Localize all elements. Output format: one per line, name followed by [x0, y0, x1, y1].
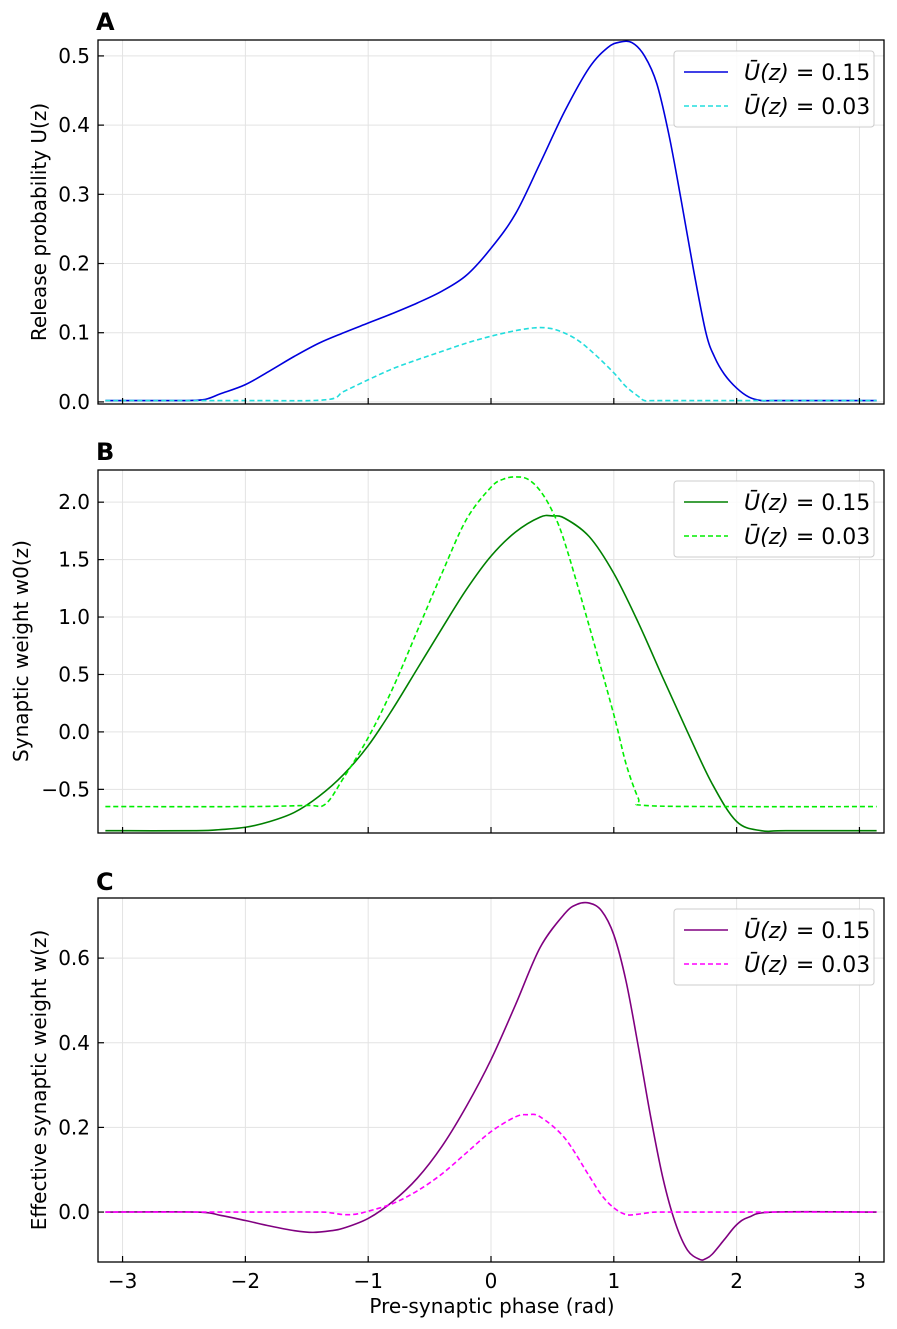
x-tick-label: 3 — [853, 1269, 866, 1293]
panel-c: C 0.0 0.2 0.4 0.6 −3 −2 −1 0 1 2 3 Effective syna… — [27, 868, 885, 1293]
panel-c-y-tick-label: 0.2 — [58, 1115, 90, 1139]
panel-b-legend-solid-label: Ū(z) = 0.15 — [744, 490, 870, 516]
panel-c-y-tick-label: 0.0 — [58, 1200, 90, 1224]
x-tick-label: −3 — [108, 1269, 137, 1293]
panel-a-y-tick-label: 0.0 — [58, 390, 90, 414]
panel-a-x-ticks — [121, 398, 861, 404]
panel-a-legend[interactable]: Ū(z) = 0.15 Ū(z) = 0.03 — [673, 50, 875, 128]
panel-a-series-u015-line — [105, 40, 877, 402]
panel-b-letter: B — [96, 438, 114, 466]
panel-b-y-tick-label: −0.5 — [41, 777, 90, 801]
x-tick-label: 1 — [607, 1269, 620, 1293]
x-tick-label: −1 — [353, 1269, 382, 1293]
panel-c-series-u015-line — [105, 901, 877, 1261]
panel-b-legend-dashed-label: Ū(z) = 0.03 — [744, 524, 870, 550]
panel-a-legend-box — [673, 50, 875, 128]
panel-a-y-tick-label: 0.4 — [58, 113, 90, 137]
x-tick-label: 0 — [485, 1269, 498, 1293]
panel-a-legend-dashed-label: Ū(z) = 0.03 — [744, 94, 870, 120]
panel-b-legend-box — [673, 480, 875, 558]
panel-b-y-tick-label: 0.5 — [58, 662, 90, 686]
panel-a-y-tick-label: 0.5 — [58, 44, 90, 68]
panel-c-y-tick-label: 0.4 — [58, 1031, 90, 1055]
panel-b-y-ticks: −0.5 0.0 0.5 1.0 1.5 2.0 — [41, 490, 104, 801]
panel-a-legend-solid-label: Ū(z) = 0.15 — [744, 60, 870, 86]
panel-b-series-u003-line — [105, 476, 877, 808]
panel-c-legend-box — [673, 908, 875, 986]
panel-c-legend-dashed-label: Ū(z) = 0.03 — [744, 952, 870, 978]
panel-c-legend[interactable]: Ū(z) = 0.15 Ū(z) = 0.03 — [673, 908, 875, 986]
panel-a-series — [105, 40, 877, 402]
panel-b-x-ticks — [121, 827, 861, 833]
panel-a-series-u003-line — [105, 326, 877, 402]
panel-b: B −0.5 0.0 0.5 1.0 1.5 2.0 Synaptic weight w0… — [9, 438, 885, 834]
panel-c-x-ticks: −3 −2 −1 0 1 2 3 — [108, 1256, 866, 1293]
panel-c-y-tick-label: 0.6 — [58, 946, 90, 970]
panel-c-letter: C — [96, 868, 114, 896]
panel-b-legend[interactable]: Ū(z) = 0.15 Ū(z) = 0.03 — [673, 480, 875, 558]
panel-b-y-axis-label: Synaptic weight w0(z) — [9, 540, 33, 762]
panel-c-y-axis-label: Effective synaptic weight w(z) — [27, 930, 51, 1231]
x-tick-label: 2 — [730, 1269, 743, 1293]
panel-b-y-tick-label: 0.0 — [58, 720, 90, 744]
panel-a-y-tick-label: 0.2 — [58, 252, 90, 276]
panel-a-y-axis-label: Release probability U(z) — [27, 103, 51, 341]
panel-c-series — [105, 901, 877, 1261]
panel-a: A 0.0 0.1 0.2 0.3 0.4 0.5 Release probability… — [27, 8, 885, 414]
panel-c-series-u003-line — [105, 1113, 877, 1216]
panel-b-y-tick-label: 1.0 — [58, 605, 90, 629]
panel-c-legend-solid-label: Ū(z) = 0.15 — [744, 918, 870, 944]
panel-b-series-u015-line — [105, 514, 877, 833]
panel-c-y-ticks: 0.0 0.2 0.4 0.6 — [58, 946, 104, 1224]
x-tick-label: −2 — [231, 1269, 260, 1293]
panel-a-y-tick-label: 0.1 — [58, 321, 90, 345]
panel-a-letter: A — [96, 8, 115, 36]
panel-b-y-tick-label: 1.5 — [58, 548, 90, 572]
panel-a-y-tick-label: 0.3 — [58, 182, 90, 206]
panel-b-series — [105, 476, 877, 833]
x-axis-label: Pre-synaptic phase (rad) — [369, 1294, 614, 1318]
panel-b-y-tick-label: 2.0 — [58, 490, 90, 514]
panel-a-y-ticks: 0.0 0.1 0.2 0.3 0.4 0.5 — [58, 44, 104, 414]
